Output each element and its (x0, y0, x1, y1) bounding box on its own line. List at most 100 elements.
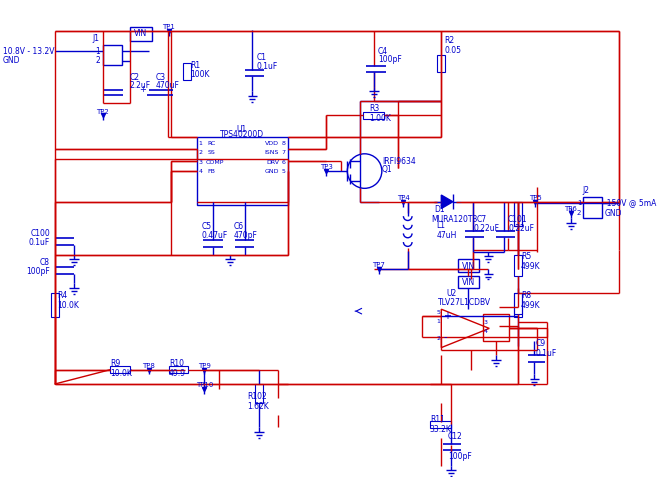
Text: 3: 3 (484, 320, 488, 325)
Text: C2: C2 (130, 73, 139, 81)
Bar (514, 255, 522, 276)
Bar (483, 314, 510, 341)
Text: 4: 4 (484, 329, 488, 334)
Bar (514, 202, 522, 226)
Text: TLV27L1CDBV: TLV27L1CDBV (438, 298, 490, 307)
Text: TP5: TP5 (529, 195, 542, 201)
Bar (102, 45, 122, 65)
Text: 5: 5 (282, 169, 286, 173)
Bar (197, 137, 288, 205)
Bar (514, 202, 522, 226)
Text: 10.0K: 10.0K (110, 369, 132, 378)
Text: R3: R3 (369, 104, 379, 113)
Text: R2: R2 (444, 36, 454, 45)
Text: 100pF: 100pF (26, 267, 50, 276)
Text: FB: FB (208, 169, 215, 173)
Text: R10: R10 (169, 359, 184, 368)
Text: -: - (444, 332, 447, 342)
Bar (51, 293, 59, 317)
Bar (430, 420, 451, 428)
Text: Q1: Q1 (382, 165, 393, 174)
Text: R11: R11 (430, 415, 445, 424)
Bar (438, 55, 445, 72)
Text: 33.2K: 33.2K (430, 425, 451, 433)
Text: TP6: TP6 (564, 206, 577, 212)
Text: 5: 5 (436, 310, 440, 315)
Text: R102: R102 (247, 392, 267, 401)
Polygon shape (442, 195, 453, 208)
Bar (130, 27, 151, 40)
Text: R8: R8 (521, 291, 531, 300)
Text: TP9: TP9 (198, 363, 211, 369)
Text: 10.8V - 13.2V: 10.8V - 13.2V (3, 47, 54, 56)
Text: 1.62K: 1.62K (247, 402, 269, 411)
Text: C5: C5 (202, 222, 212, 231)
Text: C4: C4 (378, 47, 388, 56)
Text: +: + (444, 311, 451, 321)
Text: 49.9: 49.9 (169, 369, 186, 378)
Text: 1: 1 (198, 141, 202, 146)
Text: COMP: COMP (206, 160, 223, 165)
Text: 0.22uF: 0.22uF (474, 224, 500, 233)
Text: 10.0K: 10.0K (58, 301, 79, 310)
Text: C1: C1 (256, 54, 266, 62)
Text: 7: 7 (282, 150, 286, 155)
Text: 2: 2 (436, 337, 440, 341)
Text: 0.05: 0.05 (444, 46, 461, 55)
Text: C3: C3 (155, 73, 165, 81)
Bar (514, 293, 522, 317)
Text: D1: D1 (434, 205, 446, 214)
Text: 1: 1 (436, 319, 440, 324)
Text: C6: C6 (233, 222, 243, 231)
Text: 2: 2 (577, 210, 582, 216)
Text: R5: R5 (521, 252, 531, 261)
Text: 499K: 499K (521, 262, 541, 271)
Bar (363, 112, 384, 119)
Text: 1.00K: 1.00K (369, 114, 391, 123)
Text: U2: U2 (446, 289, 456, 299)
Text: IRFI9634: IRFI9634 (382, 157, 416, 166)
Text: TP1: TP1 (163, 24, 175, 30)
Text: C100: C100 (30, 229, 50, 238)
Text: 1: 1 (577, 200, 582, 206)
Text: DRV: DRV (266, 160, 279, 165)
Text: L1: L1 (436, 221, 446, 230)
Text: 499K: 499K (521, 301, 541, 310)
Text: TP7: TP7 (373, 262, 385, 268)
Bar (583, 197, 602, 218)
Text: RC: RC (208, 141, 215, 146)
Text: GND: GND (3, 56, 20, 65)
Text: VIN: VIN (134, 29, 147, 38)
Text: 100K: 100K (190, 70, 210, 79)
Text: TPS40200D: TPS40200D (219, 130, 264, 139)
Text: VIN: VIN (461, 278, 475, 287)
Text: 100pF: 100pF (378, 56, 402, 64)
Bar (457, 276, 479, 288)
Text: GND: GND (604, 209, 622, 218)
Text: 8: 8 (282, 141, 286, 146)
Bar (183, 63, 191, 80)
Text: 1: 1 (95, 47, 100, 56)
Text: C7: C7 (477, 215, 487, 224)
Text: SS: SS (208, 150, 215, 155)
Text: +: + (139, 85, 146, 94)
Text: 6: 6 (282, 160, 286, 165)
Bar (514, 293, 522, 314)
Text: J1: J1 (93, 34, 100, 43)
Text: ISNS: ISNS (265, 150, 279, 155)
Bar (169, 366, 188, 374)
Text: C101: C101 (508, 215, 527, 224)
Text: J2: J2 (582, 186, 590, 195)
Text: TP8: TP8 (142, 363, 155, 369)
Text: C8: C8 (40, 258, 50, 267)
Text: GND: GND (264, 169, 279, 173)
Text: 4: 4 (198, 169, 202, 173)
Bar (110, 366, 130, 374)
Text: U1: U1 (237, 125, 247, 134)
Text: 2: 2 (198, 150, 202, 155)
Text: 2.2uF: 2.2uF (130, 81, 151, 90)
Text: 470uF: 470uF (155, 81, 179, 90)
Bar (457, 260, 479, 272)
Text: C9: C9 (535, 339, 545, 348)
Text: 0.1uF: 0.1uF (28, 238, 50, 246)
